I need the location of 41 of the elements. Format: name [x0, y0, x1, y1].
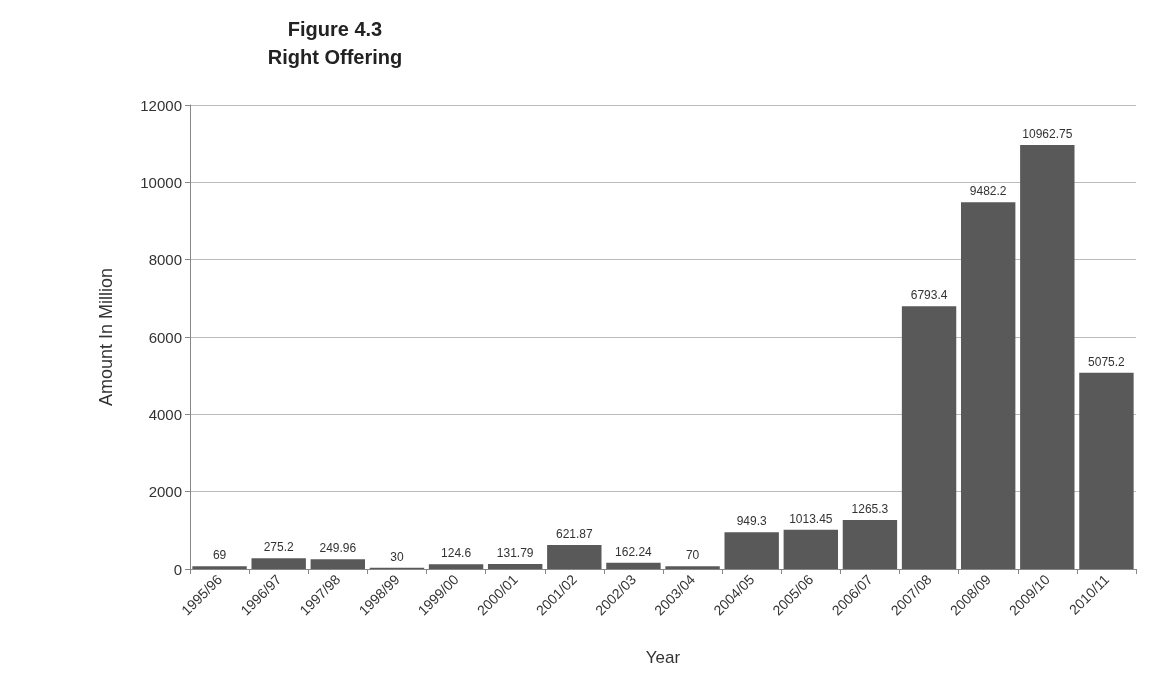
data-label: 30 — [390, 549, 404, 564]
bar — [547, 544, 602, 569]
y-axis-title: Amount In Million — [96, 267, 116, 407]
bar — [310, 559, 366, 569]
y-tick-label: 4000 — [148, 405, 182, 423]
y-tick-label: 6000 — [148, 328, 182, 346]
bar — [665, 566, 720, 569]
data-label: 1265.3 — [851, 502, 889, 517]
bar — [842, 520, 898, 569]
data-label: 69 — [212, 548, 227, 563]
y-tick-label: 12000 — [140, 96, 182, 114]
data-label: 124.6 — [441, 546, 472, 561]
data-label: 275.2 — [263, 540, 295, 555]
data-label: 949.3 — [736, 514, 768, 529]
bar — [428, 564, 484, 569]
data-label: 249.96 — [319, 541, 357, 556]
data-label: 621.87 — [555, 526, 593, 541]
y-tick-label: 0 — [173, 560, 182, 578]
data-label: 70 — [685, 548, 700, 563]
bar — [192, 566, 247, 569]
data-label: 1013.45 — [789, 511, 833, 526]
bar — [606, 562, 661, 569]
data-label: 9482.2 — [969, 184, 1007, 199]
chart-title: Figure 4.3 Right Offering — [267, 18, 403, 68]
y-tick-label: 10000 — [140, 173, 182, 191]
bar — [1079, 372, 1134, 569]
bar — [251, 558, 306, 569]
data-label: 10962.75 — [1022, 127, 1073, 142]
data-label: 6793.4 — [910, 288, 948, 303]
y-tick-label: 8000 — [148, 251, 182, 269]
data-label: 162.24 — [615, 544, 653, 559]
bar — [487, 563, 543, 569]
y-tick-label: 2000 — [148, 483, 182, 501]
bar — [901, 306, 957, 569]
bar — [724, 532, 779, 569]
bar — [960, 202, 1016, 569]
bar — [1020, 145, 1075, 569]
bar — [783, 529, 839, 569]
data-label: 5075.2 — [1088, 354, 1126, 369]
data-label: 131.79 — [496, 545, 534, 560]
x-axis-title: Year — [645, 648, 681, 667]
